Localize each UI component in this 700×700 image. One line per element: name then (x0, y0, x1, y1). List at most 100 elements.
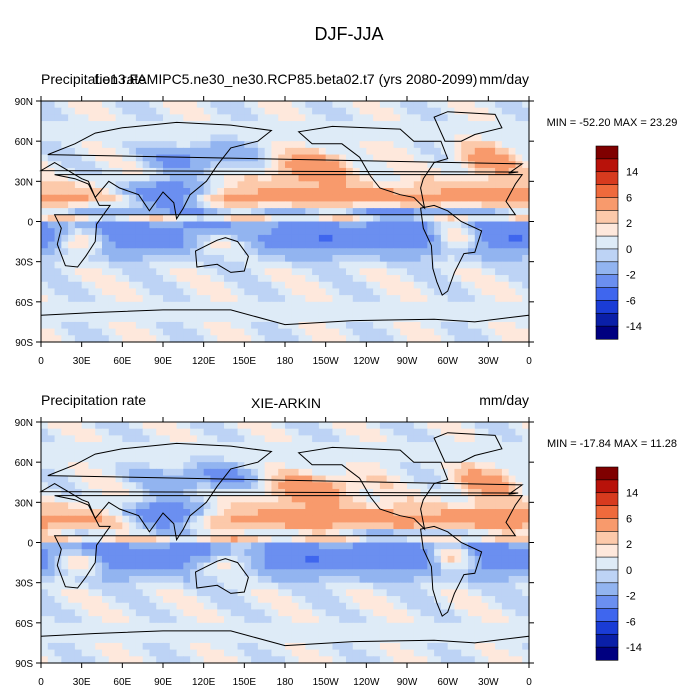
lat-tick-label: 60N (15, 137, 33, 148)
colorbar-swatch (595, 621, 619, 635)
panel-1-center-label: f.e13.FAMIPC5.ne30_ne30.RCP85.beta02.t7 … (95, 71, 478, 87)
panel-2-lat-ticks: 90N 60N 30N 0 30S 60S 90S (15, 418, 534, 670)
colorbar-swatch (595, 235, 619, 250)
colorbar-swatch (595, 325, 619, 340)
lon-tick-label: 90W (397, 356, 418, 367)
lat-tick-label: 90S (15, 659, 33, 670)
colorbar-label: 6 (626, 513, 632, 525)
colorbar-label: -14 (626, 321, 642, 333)
coastlines (39, 432, 530, 664)
lat-tick-label: 30S (15, 258, 33, 269)
colorbar-swatch (595, 518, 619, 532)
colorbar-swatch (595, 222, 619, 237)
colorbar-label: 6 (626, 192, 632, 204)
colorbar-swatch (595, 261, 619, 276)
colorbar-label: -2 (626, 270, 636, 282)
colorbar-swatch (595, 569, 619, 584)
panel-1-colorbar: 14 6 2 0 -2 -6 -14 (595, 145, 642, 340)
lat-tick-label: 30S (15, 579, 33, 590)
panel-1-lon-ticks: 0 30E 60E 90E 120E 150E 180 150W 120W 90W 60W 30W 0 (38, 96, 532, 367)
colorbar-swatch (595, 582, 619, 597)
panel-2-left-label: Precipitation rate (41, 392, 146, 408)
colorbar-swatch (595, 197, 619, 211)
colorbar-label: 0 (626, 244, 632, 256)
colorbar-swatch (595, 646, 619, 661)
colorbar-swatch (595, 466, 619, 481)
lon-tick-label: 180 (277, 677, 294, 688)
lon-tick-label: 150W (313, 356, 340, 367)
colorbar-swatch (595, 633, 619, 648)
lon-tick-label: 90E (154, 677, 172, 688)
colorbar-swatch (595, 479, 619, 494)
lat-tick-label: 90N (15, 418, 33, 429)
colorbar-swatch (595, 531, 619, 545)
panel-1: Precipitation rate f.e13.FAMIPC5.ne30_ne… (15, 71, 678, 367)
lon-tick-label: 30E (73, 677, 91, 688)
lat-tick-label: 60N (15, 458, 33, 469)
panel-2-center-label: XIE-ARKIN (251, 395, 321, 411)
lon-tick-label: 60W (437, 677, 458, 688)
colorbar-label: 14 (626, 167, 638, 179)
lon-tick-label: 90E (154, 356, 172, 367)
lat-tick-label: 90N (15, 97, 33, 108)
lat-tick-label: 90S (15, 338, 33, 349)
colorbar-swatch (595, 312, 619, 327)
colorbar-swatch (595, 184, 619, 199)
colorbar-swatch (595, 543, 619, 558)
colorbar-swatch (595, 556, 619, 571)
lon-tick-label: 0 (526, 677, 532, 688)
panel-2: Precipitation rate XIE-ARKIN mm/day 90N 6… (15, 392, 677, 688)
panel-1-min-max: MIN = -52.20 MAX = 23.29 (547, 117, 678, 129)
lon-tick-label: 30E (73, 356, 91, 367)
panel-1-left-label: Precipitation rate (41, 71, 146, 87)
lon-tick-label: 30W (478, 356, 499, 367)
lon-tick-label: 120E (192, 677, 216, 688)
colorbar-swatch (595, 210, 619, 224)
lon-tick-label: 180 (277, 356, 294, 367)
lat-tick-label: 0 (27, 539, 33, 550)
lat-tick-label: 60S (15, 619, 33, 630)
colorbar-label: 14 (626, 488, 638, 500)
colorbar-swatch (595, 608, 619, 623)
lon-tick-label: 150E (233, 356, 257, 367)
figure-title: DJF-JJA (315, 24, 384, 44)
lat-tick-label: 30N (15, 498, 33, 509)
lon-tick-label: 30W (478, 677, 499, 688)
lon-tick-label: 60W (437, 356, 458, 367)
colorbar-label: -6 (626, 616, 636, 628)
lon-tick-label: 90W (397, 677, 418, 688)
panel-1-map (39, 100, 530, 343)
colorbar-swatch (595, 248, 619, 263)
colorbar-label: -14 (626, 642, 642, 654)
colorbar-swatch (595, 505, 619, 520)
colorbar-swatch (595, 158, 619, 173)
lat-tick-label: 0 (27, 218, 33, 229)
colorbar-swatch (595, 492, 619, 507)
panel-2-units: mm/day (479, 392, 529, 408)
lon-tick-label: 0 (38, 677, 44, 688)
colorbar-swatch (595, 274, 619, 289)
panel-1-lat-ticks: 90N 60N 30N 0 30S 60S 90S (15, 97, 534, 349)
panel-2-colorbar: 14 6 2 0 -2 -6 -14 (595, 466, 642, 661)
lon-tick-label: 150W (313, 677, 340, 688)
colorbar-swatch (595, 287, 619, 301)
colorbar-label: 2 (626, 218, 632, 230)
colorbar-swatch (595, 595, 619, 610)
colorbar-label: 2 (626, 539, 632, 551)
lon-tick-label: 120W (353, 677, 380, 688)
colorbar-swatch (595, 300, 619, 314)
lon-tick-label: 60E (113, 677, 131, 688)
colorbar-label: -2 (626, 591, 636, 603)
lon-tick-label: 60E (113, 356, 131, 367)
lon-tick-label: 150E (233, 677, 257, 688)
lon-tick-label: 0 (38, 356, 44, 367)
colorbar-label: 0 (626, 565, 632, 577)
lat-tick-label: 60S (15, 298, 33, 309)
panel-2-map (39, 421, 530, 664)
panel-1-units: mm/day (479, 71, 529, 87)
colorbar-swatch (595, 171, 619, 186)
panel-2-min-max: MIN = -17.84 MAX = 11.28 (547, 438, 677, 450)
colorbar-label: -6 (626, 295, 636, 307)
panel-2-lon-ticks: 0 30E 60E 90E 120E 150E 180 150W 120W 90W 60W 30W 0 (38, 417, 532, 688)
